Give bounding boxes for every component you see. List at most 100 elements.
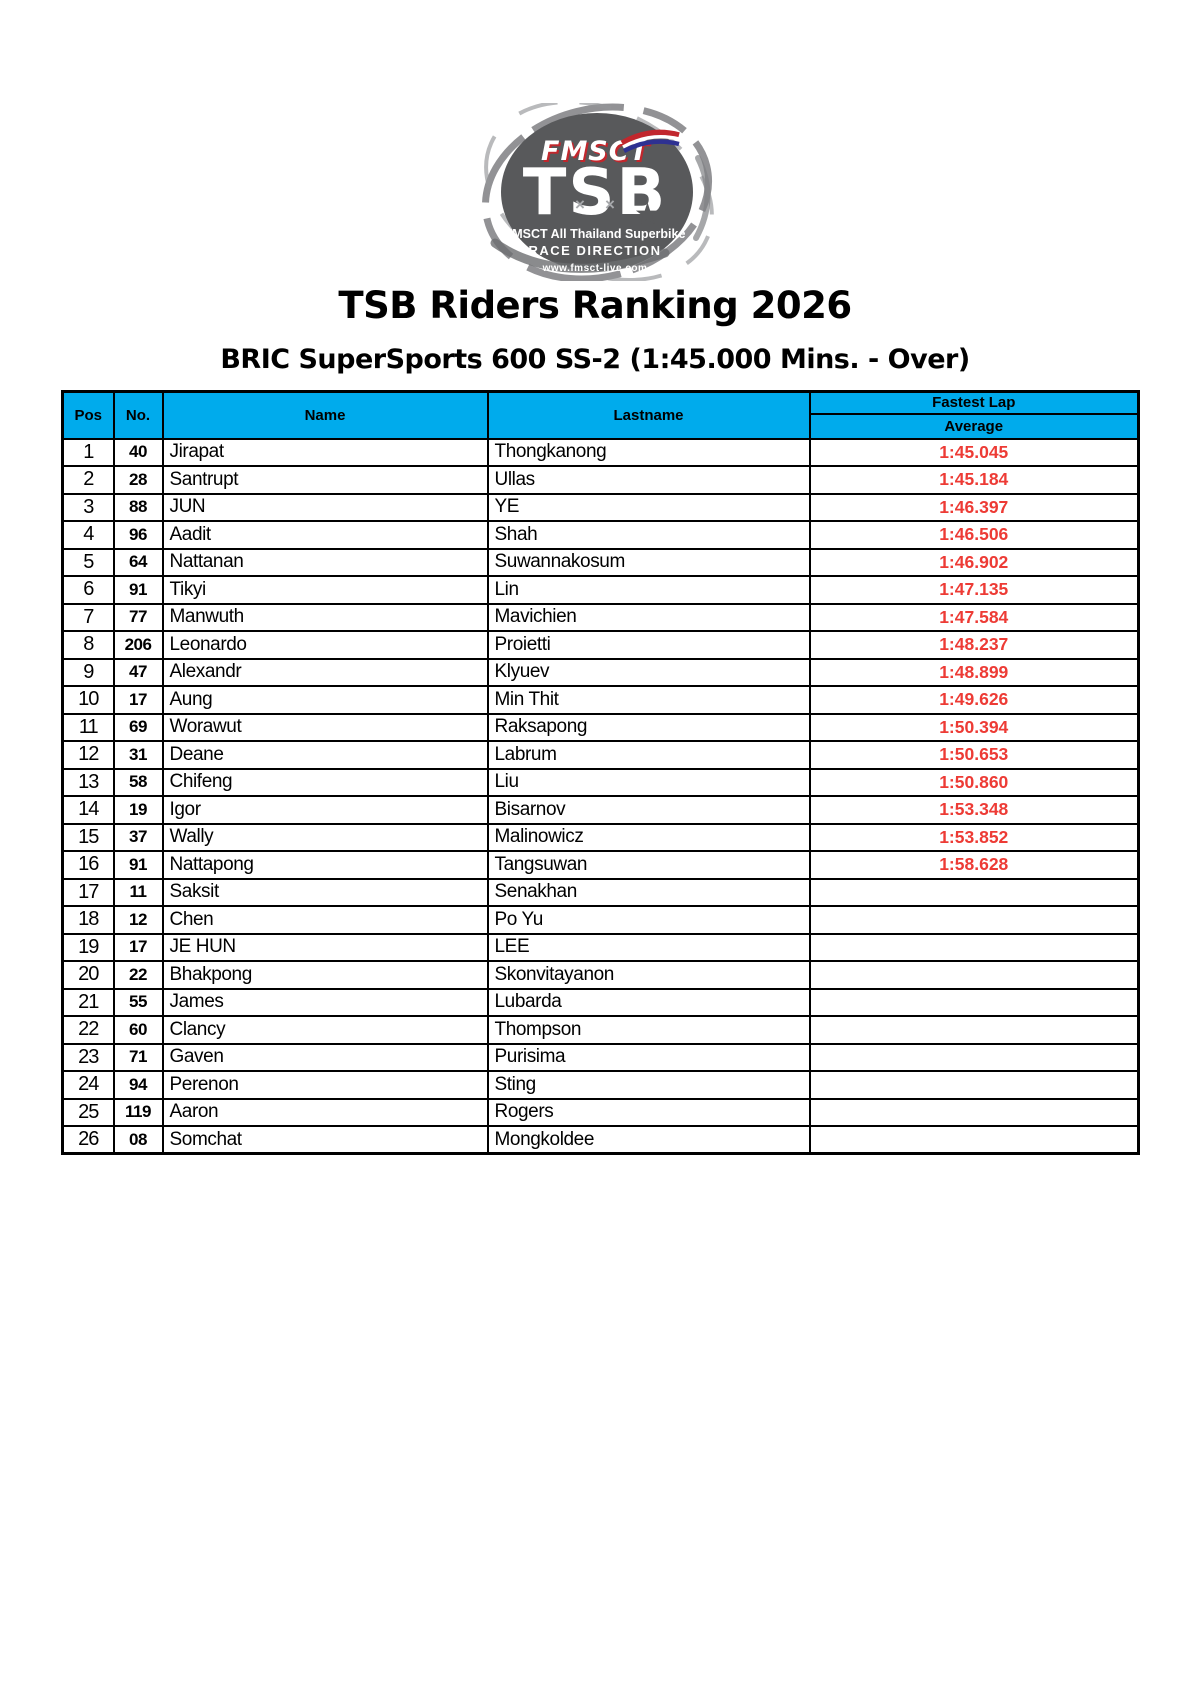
cell-average bbox=[808, 987, 1140, 1017]
cell-pos: 26 bbox=[61, 1125, 115, 1155]
table-row: 21 55 James Lubarda bbox=[61, 987, 1140, 1017]
cell-no: 22 bbox=[112, 960, 164, 990]
table-row: 10 17 Aung Min Thit 1:49.626 bbox=[61, 685, 1140, 715]
logo-subtitle-line2: RACE DIRECTION bbox=[528, 243, 662, 258]
cell-pos: 8 bbox=[61, 630, 115, 660]
table-row: 14 19 Igor Bisarnov 1:53.348 bbox=[61, 795, 1140, 825]
cell-no: 19 bbox=[112, 795, 164, 825]
cell-no: 64 bbox=[112, 547, 164, 577]
table-row: 24 94 Perenon Sting bbox=[61, 1070, 1140, 1100]
cell-name: Worawut bbox=[161, 712, 489, 742]
header-no: No. bbox=[112, 390, 164, 440]
cell-average: 1:58.628 bbox=[808, 850, 1140, 880]
header-name: Name bbox=[161, 390, 489, 440]
cell-lastname: LEE bbox=[486, 932, 811, 962]
fmsct-tsb-logo: FMSCT TSB ★ × × FMSCT All Thailand Super… bbox=[460, 103, 730, 281]
cell-pos: 25 bbox=[61, 1097, 115, 1127]
cell-lastname: Lubarda bbox=[486, 987, 811, 1017]
cell-no: 206 bbox=[112, 630, 164, 660]
cell-name: JE HUN bbox=[161, 932, 489, 962]
cell-lastname: Tangsuwan bbox=[486, 850, 811, 880]
cell-no: 77 bbox=[112, 602, 164, 632]
cell-average: 1:47.584 bbox=[808, 602, 1140, 632]
cell-no: 71 bbox=[112, 1042, 164, 1072]
cell-lastname: Bisarnov bbox=[486, 795, 811, 825]
cell-lastname: Proietti bbox=[486, 630, 811, 660]
cell-lastname: Sting bbox=[486, 1070, 811, 1100]
star-icon: ★ bbox=[634, 198, 661, 231]
cell-average bbox=[808, 1097, 1140, 1127]
cell-pos: 2 bbox=[61, 465, 115, 495]
table-row: 23 71 Gaven Purisima bbox=[61, 1042, 1140, 1072]
table-row: 20 22 Bhakpong Skonvitayanon bbox=[61, 960, 1140, 990]
cell-name: Aaron bbox=[161, 1097, 489, 1127]
cell-pos: 20 bbox=[61, 960, 115, 990]
cell-lastname: Klyuev bbox=[486, 657, 811, 687]
header-lastname: Lastname bbox=[486, 390, 811, 440]
cell-average: 1:50.860 bbox=[808, 767, 1140, 797]
cell-pos: 16 bbox=[61, 850, 115, 880]
table-row: 1 40 Jirapat Thongkanong 1:45.045 bbox=[61, 437, 1140, 467]
page-title: TSB Riders Ranking 2026 bbox=[338, 284, 852, 327]
cell-lastname: Skonvitayanon bbox=[486, 960, 811, 990]
logo-brush-badge-icon bbox=[481, 103, 714, 281]
cell-lastname: Rogers bbox=[486, 1097, 811, 1127]
page-subtitle: BRIC SuperSports 600 SS-2 (1:45.000 Mins… bbox=[220, 344, 970, 375]
table-header: Pos No. Name Lastname Fastest Lap Averag… bbox=[61, 390, 1140, 440]
cell-name: Leonardo bbox=[161, 630, 489, 660]
cell-no: 94 bbox=[112, 1070, 164, 1100]
cell-pos: 22 bbox=[61, 1015, 115, 1045]
cell-name: Nattapong bbox=[161, 850, 489, 880]
cell-name: Chifeng bbox=[161, 767, 489, 797]
cell-pos: 12 bbox=[61, 740, 115, 770]
logo-website-url: www.fmsct-live.com bbox=[542, 263, 648, 274]
cell-no: 37 bbox=[112, 822, 164, 852]
riders-ranking-table: Pos No. Name Lastname Fastest Lap Averag… bbox=[61, 390, 1140, 1155]
cell-lastname: Ullas bbox=[486, 465, 811, 495]
cell-lastname: Malinowicz bbox=[486, 822, 811, 852]
cell-name: Tikyi bbox=[161, 575, 489, 605]
cell-name: Manwuth bbox=[161, 602, 489, 632]
cell-no: 12 bbox=[112, 905, 164, 935]
cell-pos: 24 bbox=[61, 1070, 115, 1100]
table-row: 26 08 Somchat Mongkoldee bbox=[61, 1125, 1140, 1155]
cell-no: 119 bbox=[112, 1097, 164, 1127]
riders-table-body: 1 40 Jirapat Thongkanong 1:45.045 2 28 Santrupt… bbox=[61, 437, 1140, 1155]
cell-no: 31 bbox=[112, 740, 164, 770]
cell-no: 17 bbox=[112, 685, 164, 715]
cell-average bbox=[808, 1070, 1140, 1100]
table-row: 9 47 Alexandr Klyuev 1:48.899 bbox=[61, 657, 1140, 687]
cell-pos: 15 bbox=[61, 822, 115, 852]
cell-average: 1:46.506 bbox=[808, 520, 1140, 550]
cell-average: 1:46.397 bbox=[808, 492, 1140, 522]
cell-average: 1:49.626 bbox=[808, 685, 1140, 715]
cell-name: Santrupt bbox=[161, 465, 489, 495]
cell-name: Chen bbox=[161, 905, 489, 935]
cell-pos: 3 bbox=[61, 492, 115, 522]
cell-lastname: Liu bbox=[486, 767, 811, 797]
table-row: 13 58 Chifeng Liu 1:50.860 bbox=[61, 767, 1140, 797]
cell-pos: 11 bbox=[61, 712, 115, 742]
cell-lastname: Thompson bbox=[486, 1015, 811, 1045]
table-row: 22 60 Clancy Thompson bbox=[61, 1015, 1140, 1045]
logo-subtitle-line1: FMSCT All Thailand Superbike bbox=[504, 227, 686, 241]
cell-average: 1:53.348 bbox=[808, 795, 1140, 825]
cell-average: 1:46.902 bbox=[808, 547, 1140, 577]
cell-name: Saksit bbox=[161, 877, 489, 907]
cell-pos: 9 bbox=[61, 657, 115, 687]
cell-no: 47 bbox=[112, 657, 164, 687]
cell-name: Alexandr bbox=[161, 657, 489, 687]
table-row: 5 64 Nattanan Suwannakosum 1:46.902 bbox=[61, 547, 1140, 577]
cell-pos: 1 bbox=[61, 437, 115, 467]
cell-no: 28 bbox=[112, 465, 164, 495]
table-row: 25 119 Aaron Rogers bbox=[61, 1097, 1140, 1127]
cell-no: 60 bbox=[112, 1015, 164, 1045]
cross-right-icon: × bbox=[575, 195, 585, 214]
cell-average bbox=[808, 1042, 1140, 1072]
table-row: 6 91 Tikyi Lin 1:47.135 bbox=[61, 575, 1140, 605]
cell-lastname: Mongkoldee bbox=[486, 1125, 811, 1155]
cell-name: Perenon bbox=[161, 1070, 489, 1100]
tsb-wordmark: TSB bbox=[522, 156, 668, 230]
cell-no: 40 bbox=[112, 437, 164, 467]
cell-pos: 13 bbox=[61, 767, 115, 797]
